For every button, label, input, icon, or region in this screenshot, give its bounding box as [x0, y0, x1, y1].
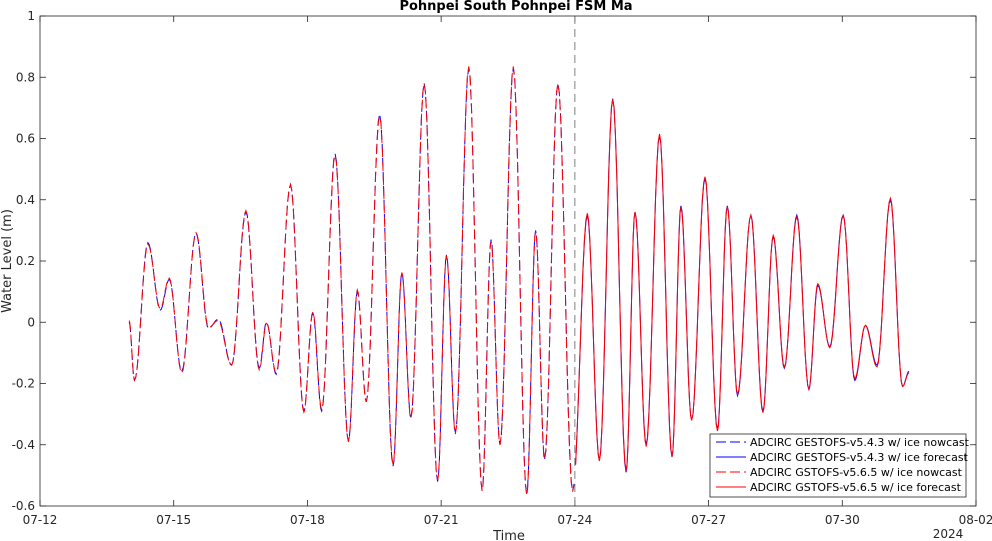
x-tick-label: 07-21 [424, 513, 459, 527]
y-tick-label: 1 [27, 9, 35, 23]
y-tick-label: 0.8 [16, 70, 35, 84]
legend-label-4: ADCIRC GSTOFS-v5.6.5 w/ ice forecast [750, 481, 962, 494]
x-tick-label: 07-24 [557, 513, 592, 527]
legend-label-1: ADCIRC GESTOFS-v5.4.3 w/ ice nowcast [750, 436, 970, 449]
x-tick-label: 07-12 [23, 513, 58, 527]
y-tick-label: 0.6 [16, 132, 35, 146]
x-tick-label: 07-18 [290, 513, 325, 527]
legend-box [709, 433, 967, 498]
y-tick-label: -0.2 [12, 377, 35, 391]
y-tick-label: -0.4 [12, 438, 35, 452]
series-line-4 [575, 99, 910, 471]
legend-label-3: ADCIRC GSTOFS-v5.6.5 w/ ice nowcast [750, 466, 963, 479]
y-axis-title: Water Level (m) [0, 209, 15, 313]
series-group [128, 66, 910, 496]
legend-label-2: ADCIRC GESTOFS-v5.4.3 w/ ice forecast [750, 451, 969, 464]
x-tick-label: 07-15 [156, 513, 191, 527]
plot-area [40, 16, 976, 506]
x-axis: 07-12 07-15 07-18 07-21 07-24 07-27 07-30 08-02 [23, 16, 992, 527]
x-tick-label: 07-30 [825, 513, 860, 527]
plot-frame [39, 15, 977, 507]
x-axis-title: Time [492, 529, 525, 541]
x-tick-label: 07-27 [691, 513, 726, 527]
y-axis: -0.6 -0.4 -0.2 0 0.2 0.4 0.6 0.8 1 [12, 9, 976, 513]
x-tick-label: 08-02 [959, 513, 992, 527]
y-tick-label: 0.4 [16, 193, 35, 207]
series-line-3 [128, 66, 575, 496]
y-tick-label: 0.2 [16, 254, 35, 268]
y-tick-label: -0.6 [12, 499, 35, 513]
legend: ADCIRC GESTOFS-v5.4.3 w/ ice nowcast ADCI… [709, 433, 970, 498]
x-year-label: 2024 [933, 527, 964, 541]
chart-title: Pohnpei South Pohnpei FSM Ma [399, 0, 632, 14]
y-tick-label: 0 [27, 315, 35, 329]
